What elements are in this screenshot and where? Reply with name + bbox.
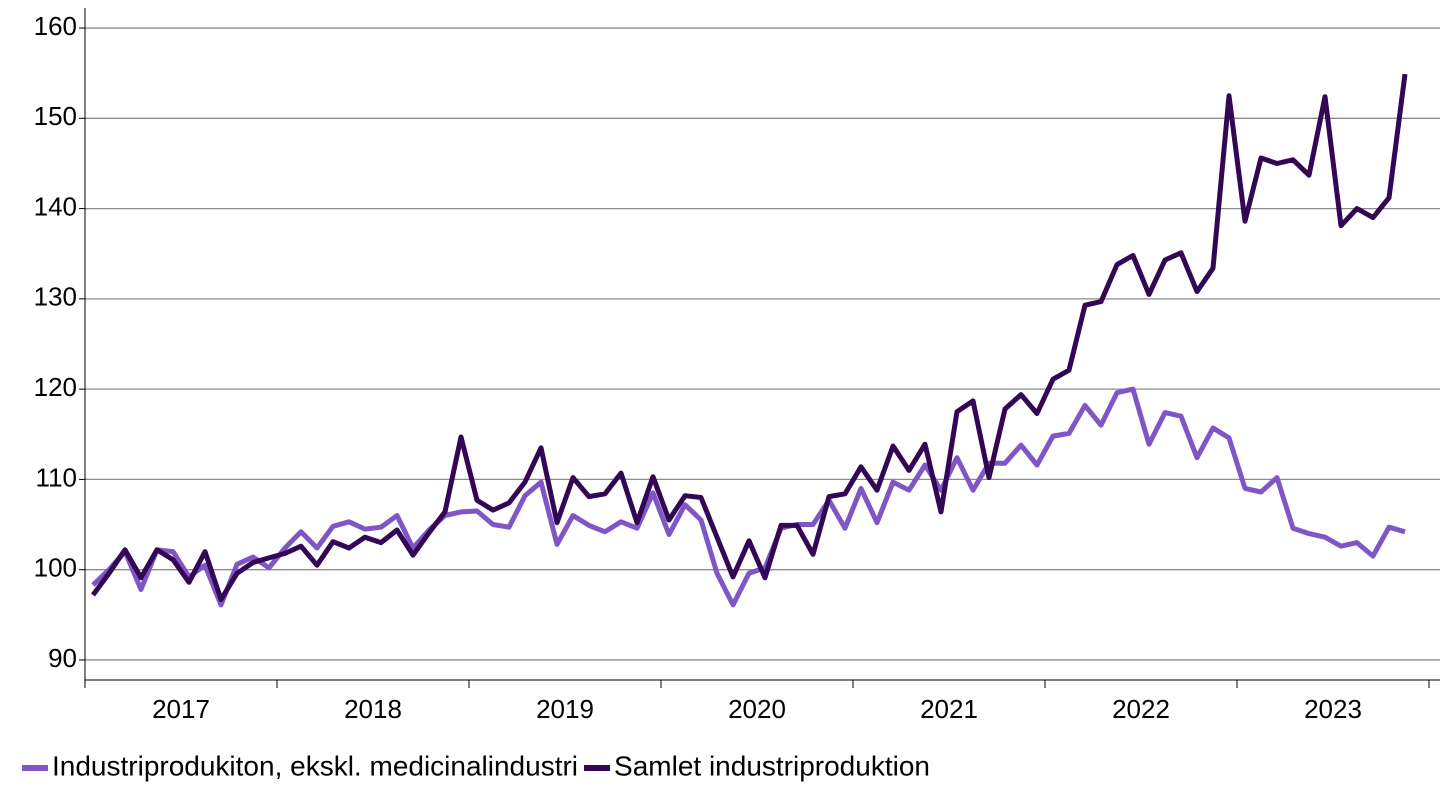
y-tick-label: 130 <box>34 282 77 312</box>
y-tick-label: 120 <box>34 372 77 402</box>
x-tick-label: 2022 <box>1112 694 1170 724</box>
x-tick-label: 2018 <box>344 694 402 724</box>
series-line <box>91 386 1406 608</box>
x-tick-label: 2021 <box>920 694 978 724</box>
y-tick-label: 140 <box>34 191 77 221</box>
x-tick-label: 2023 <box>1304 694 1362 724</box>
y-tick-label: 110 <box>36 462 77 492</box>
legend-label: Samlet industriproduktion <box>614 750 930 781</box>
y-tick-label: 90 <box>48 643 77 673</box>
x-tick-label: 2017 <box>152 694 210 724</box>
y-tick-label: 100 <box>34 553 77 583</box>
legend-label: Industriprodukiton, ekskl. medicinalindu… <box>52 750 578 781</box>
x-tick-label: 2019 <box>536 694 594 724</box>
y-tick-label: 150 <box>34 101 77 131</box>
y-tick-label: 160 <box>34 11 77 41</box>
x-tick-label: 2020 <box>728 694 786 724</box>
series-line <box>90 73 1408 602</box>
